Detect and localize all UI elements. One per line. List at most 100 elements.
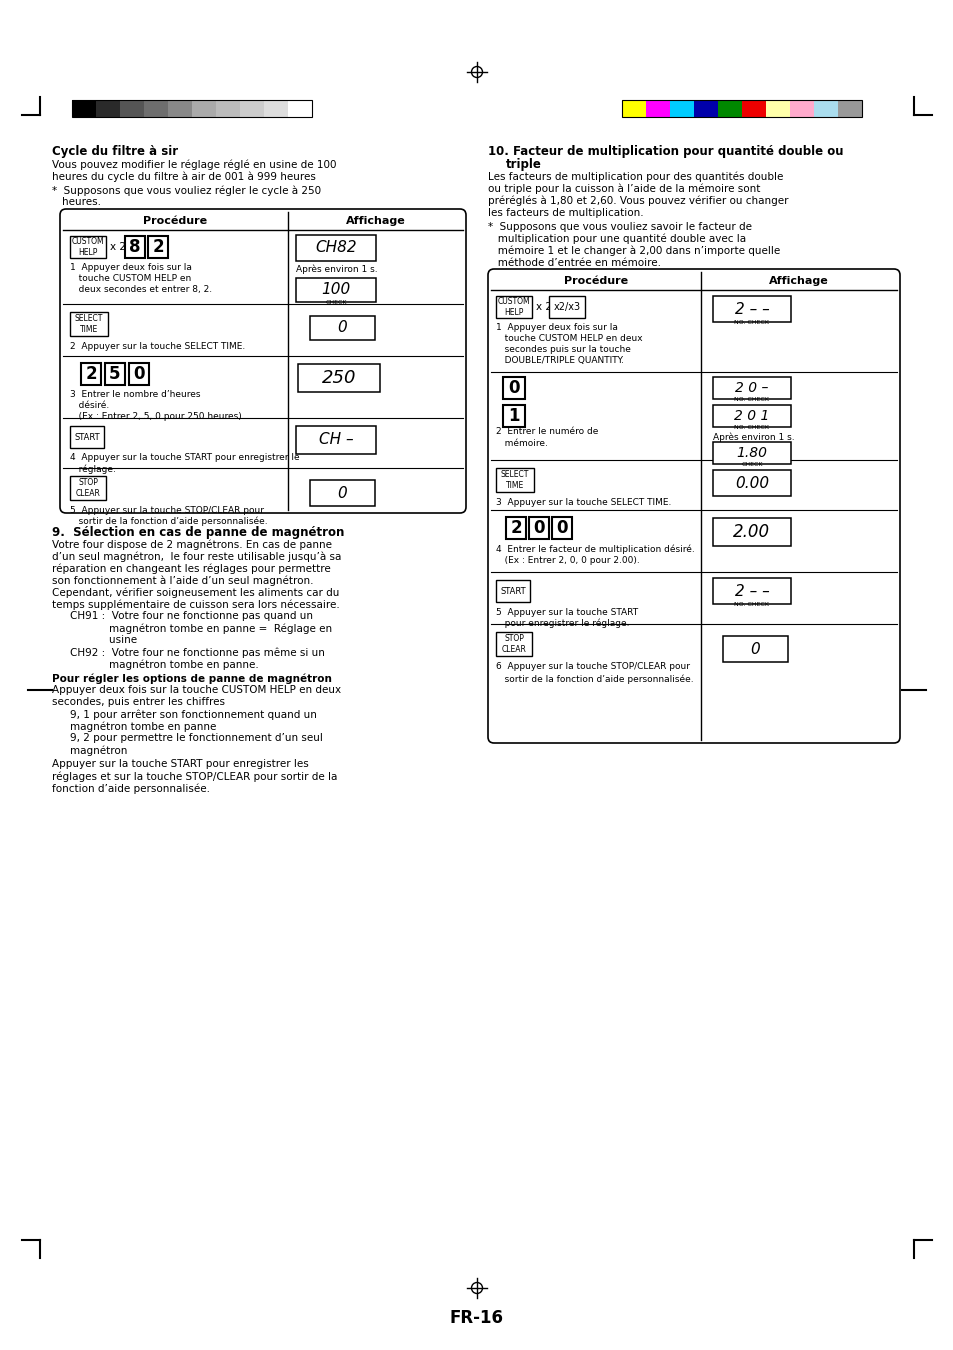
Text: 2  Appuyer sur la touche SELECT TIME.: 2 Appuyer sur la touche SELECT TIME.	[70, 342, 245, 351]
Text: sortir de la fonction d’aide personnalisée.: sortir de la fonction d’aide personnalis…	[70, 517, 268, 526]
Text: FR-16: FR-16	[450, 1310, 503, 1327]
Text: touche CUSTOM HELP en: touche CUSTOM HELP en	[70, 274, 191, 284]
Bar	[105, 363, 125, 385]
Text: 2.00: 2.00	[733, 522, 770, 541]
Text: 0: 0	[508, 379, 519, 397]
Text: magnétron tombe en panne.: magnétron tombe en panne.	[70, 659, 258, 670]
Text: 10. Facteur de multiplication pour quantité double ou: 10. Facteur de multiplication pour quant…	[488, 144, 842, 158]
Text: Appuyer sur la touche START pour enregistrer les: Appuyer sur la touche START pour enregis…	[52, 759, 309, 769]
Text: Cycle du filtre à sir: Cycle du filtre à sir	[52, 144, 178, 158]
Text: 2 0 1: 2 0 1	[734, 409, 769, 423]
Bar	[712, 405, 790, 427]
Text: NO. CHECK: NO. CHECK	[734, 425, 769, 431]
Text: heures du cycle du filtre à air de 001 à 999 heures: heures du cycle du filtre à air de 001 à…	[52, 171, 315, 181]
Text: Affichage: Affichage	[345, 216, 405, 225]
Text: 0: 0	[337, 486, 347, 501]
Bar	[295, 427, 375, 454]
Text: Pour régler les options de panne de magnétron: Pour régler les options de panne de magn…	[52, 674, 332, 683]
Text: Après environ 1 s.: Après environ 1 s.	[295, 265, 377, 274]
Bar	[120, 100, 144, 117]
Bar	[215, 100, 240, 117]
Bar	[813, 100, 837, 117]
Text: Les facteurs de multiplication pour des quantités double: Les facteurs de multiplication pour des …	[488, 171, 782, 182]
Text: Vous pouvez modifier le réglage réglé en usine de 100: Vous pouvez modifier le réglage réglé en…	[52, 159, 336, 170]
Bar	[712, 470, 790, 495]
Text: x2/x3: x2/x3	[553, 302, 580, 312]
Bar	[310, 316, 375, 340]
Text: Après environ 1 s.: Après environ 1 s.	[712, 432, 794, 441]
Text: mémoire.: mémoire.	[496, 439, 547, 448]
Text: méthode d’entrée en mémoire.: méthode d’entrée en mémoire.	[488, 258, 660, 269]
Bar	[70, 477, 106, 500]
Text: 0: 0	[133, 364, 145, 383]
Bar	[148, 236, 168, 258]
Text: CUSTOM
HELP: CUSTOM HELP	[71, 238, 104, 256]
Bar	[295, 235, 375, 261]
Bar	[70, 312, 108, 336]
Text: multiplication pour une quantité double avec la: multiplication pour une quantité double …	[488, 234, 745, 244]
Text: 1  Appuyer deux fois sur la: 1 Appuyer deux fois sur la	[70, 263, 192, 271]
Text: x 2: x 2	[536, 302, 552, 312]
Text: NO. CHECK: NO. CHECK	[734, 397, 769, 402]
Bar	[81, 363, 101, 385]
Text: 100: 100	[321, 282, 351, 297]
Bar	[548, 296, 584, 319]
Text: Procédure: Procédure	[143, 216, 208, 225]
Bar	[621, 100, 862, 117]
Text: sortir de la fonction d’aide personnalisée.: sortir de la fonction d’aide personnalis…	[496, 674, 693, 683]
Text: Cependant, vérifier soigneusement les aliments car du: Cependant, vérifier soigneusement les al…	[52, 587, 339, 598]
Bar	[837, 100, 862, 117]
Bar	[712, 377, 790, 400]
Text: 0: 0	[337, 320, 347, 336]
Text: CUSTOM
HELP: CUSTOM HELP	[497, 297, 530, 317]
Text: 5: 5	[110, 364, 121, 383]
Bar	[502, 405, 524, 427]
Bar	[621, 100, 645, 117]
Bar	[295, 278, 375, 302]
Text: 0: 0	[556, 518, 567, 537]
Text: 8: 8	[129, 238, 141, 256]
Text: NO. CHECK: NO. CHECK	[734, 602, 769, 608]
Bar	[505, 517, 525, 539]
Text: START: START	[74, 432, 100, 441]
Text: 4  Appuyer sur la touche START pour enregistrer le: 4 Appuyer sur la touche START pour enreg…	[70, 454, 299, 462]
Bar	[496, 296, 532, 319]
Text: mémoire 1 et le changer à 2,00 dans n’importe quelle: mémoire 1 et le changer à 2,00 dans n’im…	[488, 246, 780, 256]
Text: 3  Entrer le nombre d’heures: 3 Entrer le nombre d’heures	[70, 390, 200, 400]
Bar	[264, 100, 288, 117]
Text: 2 0 –: 2 0 –	[735, 381, 768, 396]
Bar	[765, 100, 789, 117]
Text: pour enregistrer le réglage.: pour enregistrer le réglage.	[496, 620, 629, 629]
Text: temps supplémentaire de cuisson sera lors nécessaire.: temps supplémentaire de cuisson sera lor…	[52, 599, 339, 609]
Bar	[496, 580, 530, 602]
Bar	[645, 100, 669, 117]
Text: secondes, puis entrer les chiffres: secondes, puis entrer les chiffres	[52, 697, 225, 707]
Text: 1  Appuyer deux fois sur la: 1 Appuyer deux fois sur la	[496, 323, 618, 332]
Text: 2 – –: 2 – –	[734, 301, 768, 316]
Text: SELECT
TIME: SELECT TIME	[500, 470, 529, 490]
Text: 1.80: 1.80	[736, 446, 767, 460]
Bar	[168, 100, 192, 117]
Text: x 2: x 2	[110, 242, 126, 252]
Text: *  Supposons que vous vouliez régler le cycle à 250: * Supposons que vous vouliez régler le c…	[52, 185, 321, 196]
Text: secondes puis sur la touche: secondes puis sur la touche	[496, 346, 630, 354]
Text: Votre four dispose de 2 magnétrons. En cas de panne: Votre four dispose de 2 magnétrons. En c…	[52, 539, 332, 549]
Text: CHECK: CHECK	[325, 300, 346, 305]
Text: 1: 1	[508, 406, 519, 425]
Text: 6  Appuyer sur la touche STOP/CLEAR pour: 6 Appuyer sur la touche STOP/CLEAR pour	[496, 662, 689, 671]
Text: 0: 0	[533, 518, 544, 537]
Bar	[496, 632, 532, 656]
Text: préréglés à 1,80 et 2,60. Vous pouvez vérifier ou changer: préréglés à 1,80 et 2,60. Vous pouvez vé…	[488, 196, 788, 207]
Bar	[71, 100, 312, 117]
Text: ou triple pour la cuisson à l’aide de la mémoire sont: ou triple pour la cuisson à l’aide de la…	[488, 184, 760, 194]
Bar	[192, 100, 215, 117]
Text: magnétron tombe en panne: magnétron tombe en panne	[70, 721, 216, 732]
Text: *  Supposons que vous vouliez savoir le facteur de: * Supposons que vous vouliez savoir le f…	[488, 221, 751, 232]
Bar	[741, 100, 765, 117]
Bar	[712, 296, 790, 323]
Text: Procédure: Procédure	[563, 275, 627, 286]
Bar	[529, 517, 548, 539]
Text: CH82: CH82	[314, 240, 356, 255]
Bar	[712, 441, 790, 464]
Bar	[240, 100, 264, 117]
